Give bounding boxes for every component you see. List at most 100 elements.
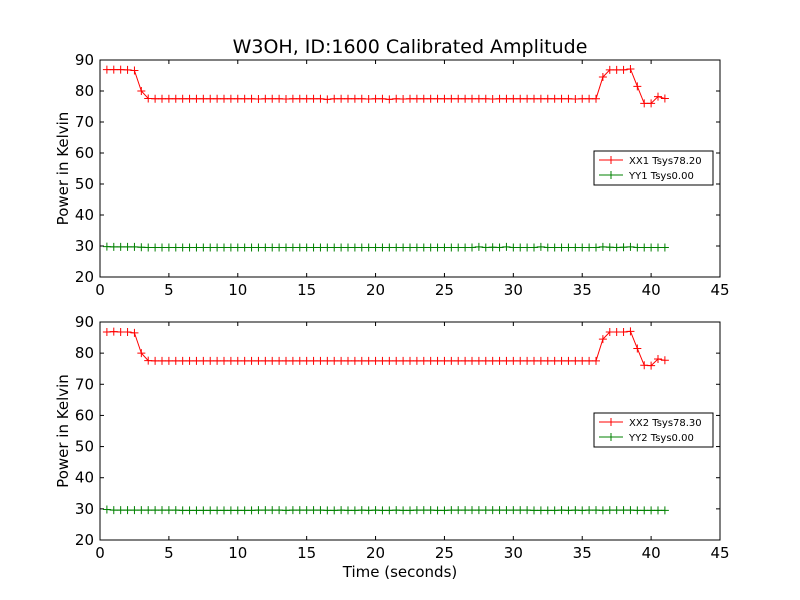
data-point-marker	[619, 65, 628, 74]
data-point-marker	[151, 356, 160, 365]
data-point-marker	[206, 506, 215, 515]
data-point-marker	[309, 94, 318, 103]
data-point-marker	[254, 506, 263, 515]
x-tick-label: 15	[297, 544, 316, 562]
y-tick-label: 80	[75, 344, 94, 362]
data-point-marker	[295, 356, 304, 365]
data-point-marker	[233, 506, 242, 515]
data-point-marker	[468, 506, 476, 515]
x-tick-label: 0	[95, 544, 105, 562]
data-point-marker	[233, 94, 242, 103]
data-point-marker	[316, 94, 325, 103]
data-point-marker	[330, 94, 339, 103]
data-point-marker	[206, 356, 215, 365]
data-point-marker	[371, 243, 380, 252]
data-point-marker	[247, 506, 256, 515]
data-point-marker	[171, 94, 180, 103]
data-point-marker	[288, 94, 297, 103]
data-point-marker	[598, 335, 607, 344]
data-point-marker	[461, 506, 470, 515]
data-point-marker	[509, 506, 518, 515]
data-point-marker	[461, 94, 470, 103]
data-point-marker	[344, 506, 352, 515]
data-point-marker	[102, 327, 111, 336]
data-point-marker	[406, 243, 414, 252]
data-point-marker	[564, 356, 573, 365]
data-point-marker	[254, 356, 263, 365]
x-axis-label: Time (seconds)	[342, 563, 458, 581]
data-point-marker	[158, 94, 166, 103]
data-point-marker	[654, 243, 662, 252]
data-point-marker	[640, 99, 649, 108]
data-point-marker	[571, 243, 580, 252]
data-point-marker	[433, 243, 442, 252]
data-point-marker	[178, 356, 187, 365]
data-point-marker	[323, 506, 332, 515]
x-tick-label: 30	[504, 281, 523, 299]
y-tick-label: 50	[75, 438, 94, 456]
y-tick-label: 40	[75, 206, 94, 224]
data-point-marker	[550, 243, 559, 252]
data-point-marker	[213, 506, 222, 515]
data-point-marker	[495, 243, 504, 252]
data-point-marker	[468, 94, 476, 103]
data-point-marker	[654, 506, 662, 515]
data-point-marker	[640, 361, 649, 370]
data-point-marker	[495, 94, 504, 103]
data-point-marker	[461, 243, 470, 252]
y-tick-label: 30	[75, 237, 94, 255]
data-point-marker	[247, 94, 256, 103]
y-tick-label: 20	[75, 268, 94, 286]
data-point-marker	[605, 506, 614, 515]
data-point-marker	[392, 506, 401, 515]
data-point-marker	[550, 94, 559, 103]
data-point-marker	[178, 94, 187, 103]
data-point-marker	[254, 243, 263, 252]
data-point-marker	[261, 506, 270, 515]
data-point-marker	[474, 506, 483, 515]
x-tick-label: 25	[435, 544, 454, 562]
data-point-marker	[102, 505, 111, 514]
x-tick-label: 20	[366, 544, 385, 562]
data-point-marker	[412, 506, 421, 515]
data-point-marker	[502, 242, 511, 251]
data-point-marker	[633, 506, 642, 515]
data-point-marker	[109, 327, 118, 336]
data-point-marker	[385, 356, 394, 365]
legend-label: YY1 Tsys0.00	[628, 171, 694, 182]
data-point-marker	[633, 243, 642, 252]
data-point-marker	[116, 65, 125, 74]
data-point-marker	[192, 94, 201, 103]
data-point-marker	[220, 94, 228, 103]
data-point-marker	[199, 243, 208, 252]
data-point-marker	[288, 356, 297, 365]
data-point-marker	[371, 356, 380, 365]
data-point-marker	[206, 243, 215, 252]
data-point-marker	[164, 94, 173, 103]
data-point-marker	[275, 243, 284, 252]
data-point-marker	[509, 94, 518, 103]
data-point-marker	[344, 94, 352, 103]
data-point-marker	[626, 242, 635, 251]
data-point-marker	[530, 356, 538, 365]
data-point-marker	[102, 242, 111, 251]
data-point-marker	[523, 243, 532, 252]
data-point-marker	[633, 344, 642, 353]
data-point-marker	[282, 95, 290, 104]
data-point-marker	[288, 243, 297, 252]
data-point-marker	[192, 356, 201, 365]
data-point-marker	[557, 356, 566, 365]
data-point-marker	[357, 356, 366, 365]
data-point-marker	[447, 94, 456, 103]
data-point-marker	[605, 243, 614, 252]
data-point-marker	[226, 243, 235, 252]
y-tick-label: 80	[75, 82, 94, 100]
data-point-marker	[144, 356, 153, 365]
data-point-marker	[213, 356, 222, 365]
data-point-marker	[109, 506, 118, 515]
data-point-marker	[233, 243, 242, 252]
data-point-marker	[137, 506, 146, 515]
data-point-marker	[295, 506, 304, 515]
data-point-marker	[316, 356, 325, 365]
data-point-marker	[447, 243, 456, 252]
